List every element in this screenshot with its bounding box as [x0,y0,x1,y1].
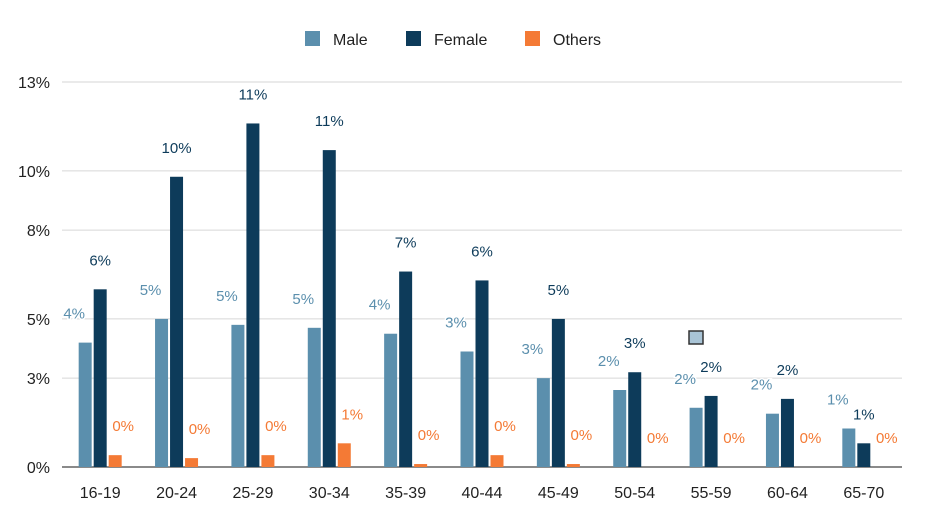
y-tick-label: 0% [27,460,50,477]
bar-female [322,150,336,467]
x-tick-label: 20-24 [156,485,197,502]
data-label-female: 6% [471,243,493,260]
data-label-male: 2% [674,371,696,388]
bar-female [93,289,107,467]
bars [78,123,871,467]
y-tick-label: 5% [27,312,50,329]
bar-female [246,123,260,467]
data-label-male: 4% [63,306,85,323]
bar-male [765,413,779,467]
data-label-male: 2% [751,377,773,394]
data-label-female: 6% [89,252,111,269]
data-label-others: 1% [341,406,363,423]
bar-male [689,407,703,467]
data-label-male: 4% [369,297,391,314]
data-label-male: 1% [827,392,849,409]
x-tick-label: 50-54 [614,485,655,502]
bar-female [551,318,565,467]
bar-male [155,318,169,467]
x-axis-ticks: 16-19 20-24 25-29 30-34 35-39 40-44 45-49 50-54… [80,485,885,502]
data-label-male: 5% [140,282,162,299]
data-label-female: 7% [395,235,417,252]
bar-male [842,428,856,467]
data-labels: 4% 6% 0% 5% 10% 0% 5% 11% 0% 5% 11% 1% 4% 7% 0% 3% 6% 0% 3… [62,85,899,449]
data-label-others: 0% [418,427,440,444]
data-label-others: 0% [494,418,516,435]
bar-female [170,176,184,467]
bar-male [536,378,550,467]
x-tick-label: 35-39 [385,485,426,502]
x-tick-label: 60-64 [767,485,808,502]
data-label-others: 0% [112,418,134,435]
bar-male [384,333,398,467]
bar-female [475,280,489,467]
bar-female [399,271,413,467]
data-label-female: 11% [238,86,267,103]
bar-male [307,327,321,467]
x-tick-label: 55-59 [691,485,732,502]
data-label-others: 0% [265,418,287,435]
bar-male [460,351,474,467]
x-tick-label: 25-29 [232,485,273,502]
legend-label-others: Others [553,32,601,49]
data-label-female: 3% [624,335,646,352]
data-label-male: 3% [445,315,467,332]
data-label-others: 0% [723,430,745,447]
data-label-female: 1% [853,406,875,423]
legend: Male Female Others [305,31,601,49]
x-tick-label: 16-19 [80,485,121,502]
data-label-others: 0% [647,430,669,447]
legend-swatch-female [406,31,421,46]
data-label-female: 11% [315,113,344,130]
bar-female [857,443,871,467]
legend-label-male: Male [333,32,368,49]
y-tick-label: 13% [18,75,50,92]
data-label-male: 3% [522,341,544,358]
bar-male [613,390,627,467]
data-label-others: 0% [571,427,593,444]
bar-others [490,455,504,467]
bar-others [185,458,199,467]
data-label-female: 2% [700,359,722,376]
bar-female [628,372,642,467]
data-label-male: 5% [292,291,314,308]
bar-others [337,443,351,467]
bar-female [780,398,794,467]
data-label-others: 0% [800,430,822,447]
bar-female [704,395,718,467]
bar-others [108,455,122,467]
y-tick-label: 8% [27,223,50,240]
x-tick-label: 30-34 [309,485,350,502]
stray-marker [688,330,704,345]
y-axis-ticks: 0% 3% 5% 8% 10% 13% [18,75,50,477]
data-label-female: 2% [777,362,799,379]
bar-others [414,464,428,467]
data-label-female: 10% [162,140,192,157]
legend-label-female: Female [434,32,487,49]
x-tick-label: 45-49 [538,485,579,502]
y-tick-label: 10% [18,164,50,181]
data-label-others: 0% [189,421,211,438]
x-tick-label: 65-70 [843,485,884,502]
bar-male [78,342,92,467]
data-label-female: 5% [548,282,570,299]
legend-swatch-male [305,31,320,46]
y-tick-label: 3% [27,371,50,388]
data-label-others: 0% [876,430,898,447]
bar-others [566,464,580,467]
legend-swatch-others [525,31,540,46]
x-tick-label: 40-44 [462,485,503,502]
bar-others [261,455,275,467]
bar-male [231,324,245,467]
data-label-male: 2% [598,353,620,370]
data-label-male: 5% [216,288,238,305]
